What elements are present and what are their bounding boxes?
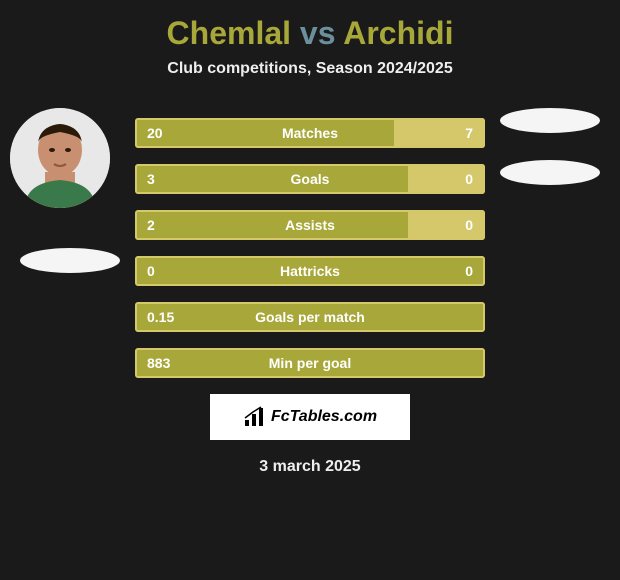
stat-right-value: 0 bbox=[465, 217, 473, 233]
date-text: 3 march 2025 bbox=[0, 458, 620, 476]
player2-avatar-placeholder bbox=[500, 108, 600, 133]
fctables-icon bbox=[243, 406, 265, 428]
team-badge-right bbox=[500, 160, 600, 185]
stat-label: Goals bbox=[291, 171, 330, 187]
stat-left-value: 2 bbox=[147, 217, 155, 233]
team-badge-left bbox=[20, 248, 120, 273]
comparison-card: Chemlal vs Archidi Club competitions, Se… bbox=[0, 0, 620, 486]
vs-text: vs bbox=[300, 15, 336, 51]
player2-name: Archidi bbox=[343, 15, 453, 51]
content-area: 20 Matches 7 3 Goals 0 2 Assists 0 0 Hattricks 0 0.1… bbox=[0, 118, 620, 476]
stat-right-value: 0 bbox=[465, 171, 473, 187]
stat-row: 2 Assists 0 bbox=[135, 210, 485, 240]
stat-right-value: 7 bbox=[465, 125, 473, 141]
branding-text: FcTables.com bbox=[271, 408, 377, 426]
player1-name: Chemlal bbox=[167, 15, 291, 51]
stat-fill-right bbox=[408, 164, 485, 194]
stat-row: 0 Hattricks 0 bbox=[135, 256, 485, 286]
stat-row: 0.15 Goals per match bbox=[135, 302, 485, 332]
stat-label: Min per goal bbox=[269, 355, 351, 371]
stat-left-value: 20 bbox=[147, 125, 163, 141]
stat-bars: 20 Matches 7 3 Goals 0 2 Assists 0 0 Hattricks 0 0.1… bbox=[135, 118, 485, 378]
stat-row: 3 Goals 0 bbox=[135, 164, 485, 194]
stat-row: 883 Min per goal bbox=[135, 348, 485, 378]
stat-fill-right bbox=[408, 210, 485, 240]
stat-left-value: 0 bbox=[147, 263, 155, 279]
player1-avatar bbox=[10, 108, 110, 208]
stat-left-value: 0.15 bbox=[147, 309, 174, 325]
stat-right-value: 0 bbox=[465, 263, 473, 279]
branding-box: FcTables.com bbox=[210, 394, 410, 440]
stat-left-value: 883 bbox=[147, 355, 170, 371]
stat-label: Goals per match bbox=[255, 309, 365, 325]
subtitle: Club competitions, Season 2024/2025 bbox=[0, 60, 620, 78]
stat-label: Assists bbox=[285, 217, 335, 233]
stat-left-value: 3 bbox=[147, 171, 155, 187]
stat-label: Hattricks bbox=[280, 263, 340, 279]
stat-label: Matches bbox=[282, 125, 338, 141]
stat-row: 20 Matches 7 bbox=[135, 118, 485, 148]
title-row: Chemlal vs Archidi bbox=[0, 15, 620, 52]
